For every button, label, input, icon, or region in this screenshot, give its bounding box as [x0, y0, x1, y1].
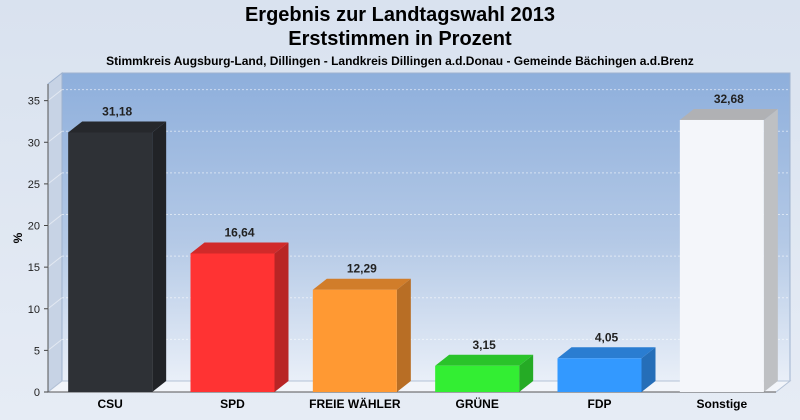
- bar-value-label: 31,18: [102, 104, 132, 118]
- bar-side: [641, 347, 656, 392]
- bar-top: [312, 278, 411, 290]
- bar-top: [68, 121, 167, 133]
- bar: [679, 119, 764, 392]
- bar: [68, 132, 153, 392]
- bar-value-label: 12,29: [347, 262, 377, 276]
- bar-sonstige: [679, 108, 778, 392]
- bar-fdp: [557, 347, 656, 392]
- bar-value-label: 3,15: [472, 338, 496, 352]
- bar-side: [274, 242, 289, 392]
- bar-grüne: [435, 354, 534, 392]
- y-tick-label: 35: [28, 96, 40, 108]
- bar-value-label: 4,05: [595, 330, 619, 344]
- bar: [557, 358, 642, 392]
- y-tick-label: 5: [34, 345, 40, 357]
- bar-value-label: 16,64: [224, 225, 254, 239]
- gridline: [47, 172, 63, 185]
- bar-freie-wähler: [312, 278, 411, 392]
- bar: [190, 253, 275, 392]
- bar-spd: [190, 242, 289, 392]
- bar-top: [557, 347, 656, 359]
- bar-side: [763, 108, 778, 392]
- bar-side: [396, 278, 411, 392]
- y-tick-label: 25: [28, 179, 40, 191]
- chart-subtitle: Erststimmen in Prozent: [288, 28, 512, 50]
- gridline: [47, 297, 63, 310]
- x-tick-label: CSU: [97, 397, 122, 411]
- bar: [312, 289, 397, 392]
- bar-top: [679, 108, 778, 120]
- gridline: [47, 130, 63, 143]
- x-tick-label: GRÜNE: [455, 396, 498, 411]
- bar-top: [435, 354, 534, 366]
- x-tick-label: FDP: [588, 397, 612, 411]
- y-tick-label: 30: [28, 137, 40, 149]
- plot-side-wall: [47, 71, 63, 394]
- x-tick-label: SPD: [220, 397, 245, 411]
- gridline: [47, 255, 63, 268]
- y-tick-label: 20: [28, 221, 40, 233]
- x-tick-label: FREIE WÄHLER: [309, 396, 401, 411]
- gridline: [47, 338, 63, 351]
- y-axis-label: %: [11, 232, 25, 243]
- y-tick-label: 15: [28, 262, 40, 274]
- bar-side: [152, 121, 167, 392]
- y-tick-label: 10: [28, 304, 40, 316]
- bar-value-label: 32,68: [714, 92, 744, 106]
- gridline: [47, 89, 63, 102]
- bar-csu: [68, 121, 167, 392]
- bar-top: [190, 242, 289, 254]
- chart-caption: Stimmkreis Augsburg-Land, Dillingen - La…: [106, 54, 694, 68]
- x-tick-label: Sonstige: [696, 397, 747, 411]
- bar-side: [519, 354, 534, 392]
- chart-title: Ergebnis zur Landtagswahl 2013: [244, 4, 556, 26]
- gridline: [47, 214, 63, 226]
- bar: [435, 365, 520, 392]
- y-tick-label: 0: [34, 387, 40, 399]
